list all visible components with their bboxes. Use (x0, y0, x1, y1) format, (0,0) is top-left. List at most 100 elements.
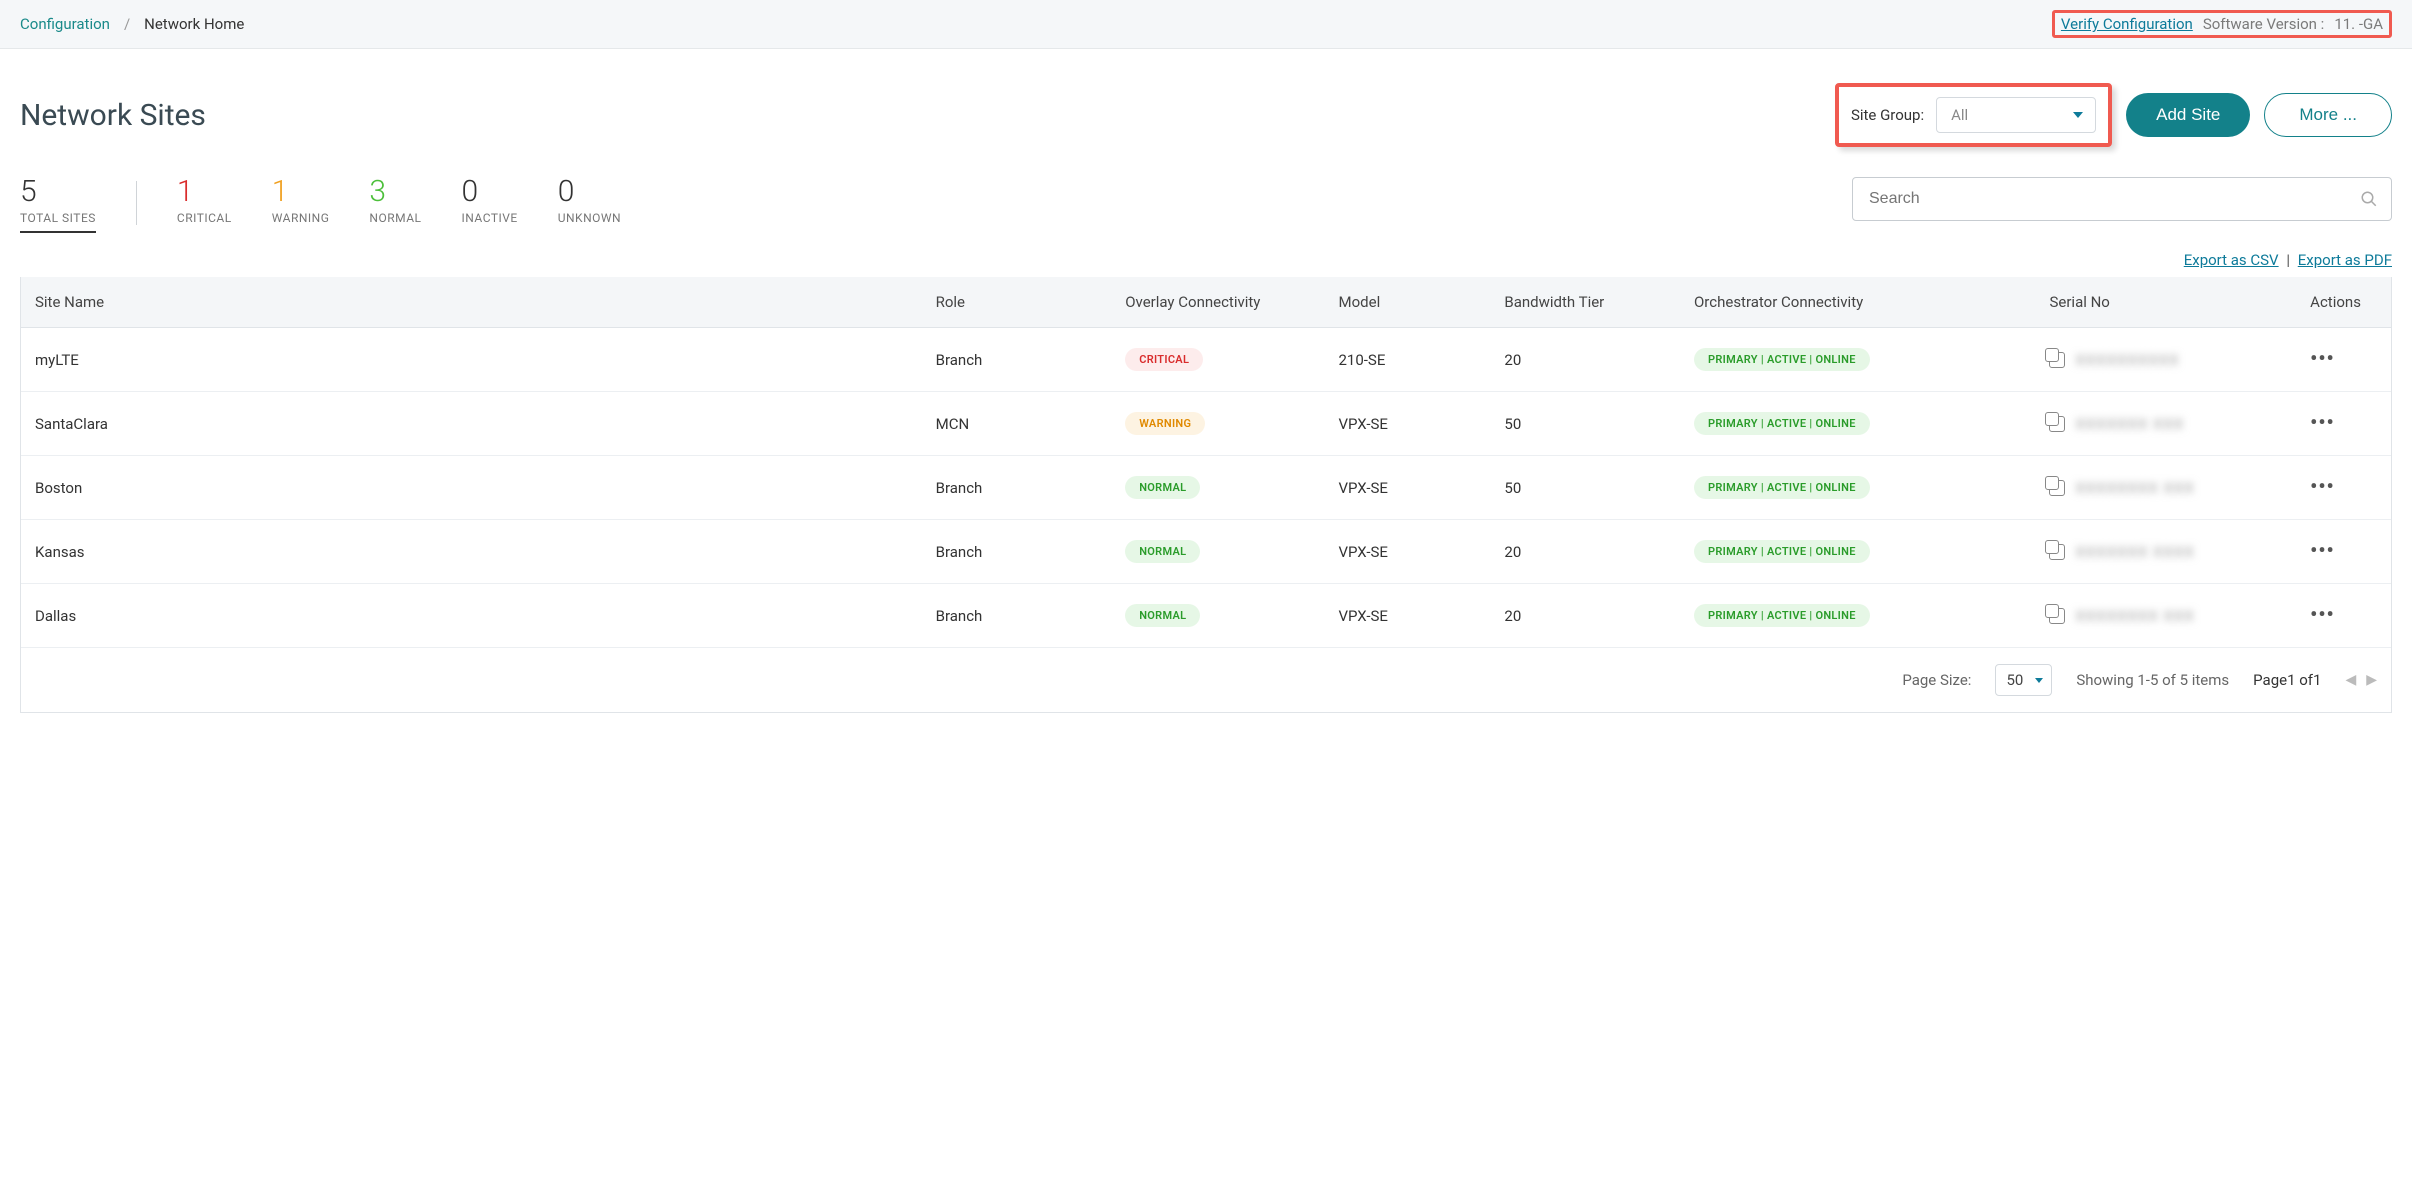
cell-serial: XXXXXXXX XXX (2035, 584, 2296, 648)
col-model[interactable]: Model (1325, 277, 1491, 328)
stat-inactive-label: INACTIVE (462, 211, 518, 225)
search-wrap (1852, 177, 2392, 221)
stats: 5 TOTAL SITES 1 CRITICAL 1 WARNING 3 NOR… (20, 177, 621, 233)
breadcrumb-home[interactable]: Network Home (144, 15, 244, 33)
page-size-label: Page Size: (1902, 671, 1971, 689)
cell-site[interactable]: SantaClara (21, 392, 922, 456)
cell-overlay: CRITICAL (1111, 328, 1324, 392)
serial-value: XXXXXXX XXXX (2075, 543, 2194, 561)
page-size-value: 50 (2006, 671, 2023, 689)
orch-badge: PRIMARY | ACTIVE | ONLINE (1694, 476, 1870, 499)
cell-overlay: WARNING (1111, 392, 1324, 456)
cell-site[interactable]: Dallas (21, 584, 922, 648)
top-bar: Configuration / Network Home Verify Conf… (0, 0, 2412, 49)
stat-divider (136, 181, 137, 225)
pager-prev-icon[interactable]: ◀ (2345, 672, 2356, 688)
pager-page: Page1 of1 (2253, 671, 2321, 689)
cell-overlay: NORMAL (1111, 520, 1324, 584)
col-actions[interactable]: Actions (2296, 277, 2391, 328)
stat-warning[interactable]: 1 WARNING (272, 177, 330, 225)
more-button[interactable]: More ... (2264, 93, 2392, 137)
cell-role: Branch (922, 520, 1112, 584)
col-site[interactable]: Site Name (21, 277, 922, 328)
site-group-label: Site Group: (1851, 106, 1924, 124)
overlay-badge: WARNING (1125, 412, 1205, 435)
table-row: myLTEBranchCRITICAL210-SE20PRIMARY | ACT… (21, 328, 2391, 392)
verify-config-link[interactable]: Verify Configuration (2061, 15, 2193, 33)
copy-icon[interactable] (2049, 608, 2065, 624)
stat-critical-label: CRITICAL (177, 211, 232, 225)
stat-inactive[interactable]: 0 INACTIVE (462, 177, 518, 225)
cell-model: VPX-SE (1325, 456, 1491, 520)
search-input[interactable] (1852, 177, 2392, 221)
col-overlay[interactable]: Overlay Connectivity (1111, 277, 1324, 328)
orch-badge: PRIMARY | ACTIVE | ONLINE (1694, 348, 1870, 371)
table-row: KansasBranchNORMALVPX-SE20PRIMARY | ACTI… (21, 520, 2391, 584)
actions-menu-icon[interactable]: ••• (2310, 410, 2335, 434)
col-serial[interactable]: Serial No (2035, 277, 2296, 328)
cell-orch: PRIMARY | ACTIVE | ONLINE (1680, 328, 2036, 392)
actions-menu-icon[interactable]: ••• (2310, 474, 2335, 498)
orch-badge: PRIMARY | ACTIVE | ONLINE (1694, 540, 1870, 563)
stat-unknown-num: 0 (558, 177, 621, 207)
cell-overlay: NORMAL (1111, 456, 1324, 520)
cell-actions: ••• (2296, 520, 2391, 584)
cell-site[interactable]: Kansas (21, 520, 922, 584)
stat-critical[interactable]: 1 CRITICAL (177, 177, 232, 225)
orch-badge: PRIMARY | ACTIVE | ONLINE (1694, 412, 1870, 435)
stat-normal-label: NORMAL (369, 211, 421, 225)
add-site-button[interactable]: Add Site (2126, 93, 2250, 137)
pager-showing: Showing 1-5 of 5 items (2076, 671, 2229, 689)
breadcrumb-sep: / (124, 15, 130, 33)
cell-bw: 50 (1490, 392, 1680, 456)
actions-menu-icon[interactable]: ••• (2310, 346, 2335, 370)
breadcrumb-config[interactable]: Configuration (20, 15, 110, 33)
stat-normal[interactable]: 3 NORMAL (369, 177, 421, 225)
stat-total-num: 5 (20, 177, 96, 207)
export-pdf-link[interactable]: Export as PDF (2298, 251, 2392, 269)
pager-next-icon[interactable]: ▶ (2366, 672, 2377, 688)
cell-bw: 20 (1490, 520, 1680, 584)
stat-total[interactable]: 5 TOTAL SITES (20, 177, 96, 233)
stat-unknown-label: UNKNOWN (558, 211, 621, 225)
cell-actions: ••• (2296, 456, 2391, 520)
page-size-select[interactable]: 50 (1995, 664, 2052, 696)
cell-actions: ••• (2296, 392, 2391, 456)
col-orch[interactable]: Orchestrator Connectivity (1680, 277, 2036, 328)
copy-icon[interactable] (2049, 480, 2065, 496)
copy-icon[interactable] (2049, 416, 2065, 432)
cell-bw: 20 (1490, 584, 1680, 648)
cell-orch: PRIMARY | ACTIVE | ONLINE (1680, 392, 2036, 456)
cell-actions: ••• (2296, 584, 2391, 648)
stat-inactive-num: 0 (462, 177, 518, 207)
cell-bw: 20 (1490, 328, 1680, 392)
table-row: BostonBranchNORMALVPX-SE50PRIMARY | ACTI… (21, 456, 2391, 520)
cell-model: VPX-SE (1325, 584, 1491, 648)
page-title: Network Sites (20, 98, 206, 133)
cell-site[interactable]: myLTE (21, 328, 922, 392)
version-label: Software Version : (2203, 15, 2324, 33)
stat-total-label: TOTAL SITES (20, 211, 96, 225)
version-box: Verify Configuration Software Version : … (2052, 10, 2392, 38)
cell-overlay: NORMAL (1111, 584, 1324, 648)
overlay-badge: NORMAL (1125, 604, 1200, 627)
stat-unknown[interactable]: 0 UNKNOWN (558, 177, 621, 225)
cell-site[interactable]: Boston (21, 456, 922, 520)
actions-menu-icon[interactable]: ••• (2310, 538, 2335, 562)
pager: Page Size: 50 Showing 1-5 of 5 items Pag… (35, 664, 2377, 696)
stat-warning-num: 1 (272, 177, 330, 207)
cell-bw: 50 (1490, 456, 1680, 520)
site-group-value: All (1951, 106, 1968, 124)
cell-role: MCN (922, 392, 1112, 456)
cell-model: VPX-SE (1325, 392, 1491, 456)
site-group-select[interactable]: All (1936, 97, 2096, 133)
search-icon (2360, 190, 2378, 208)
export-csv-link[interactable]: Export as CSV (2184, 251, 2279, 269)
overlay-badge: NORMAL (1125, 540, 1200, 563)
copy-icon[interactable] (2049, 352, 2065, 368)
copy-icon[interactable] (2049, 544, 2065, 560)
serial-value: XXXXXXXXXX (2075, 351, 2179, 369)
col-role[interactable]: Role (922, 277, 1112, 328)
col-bw[interactable]: Bandwidth Tier (1490, 277, 1680, 328)
actions-menu-icon[interactable]: ••• (2310, 602, 2335, 626)
